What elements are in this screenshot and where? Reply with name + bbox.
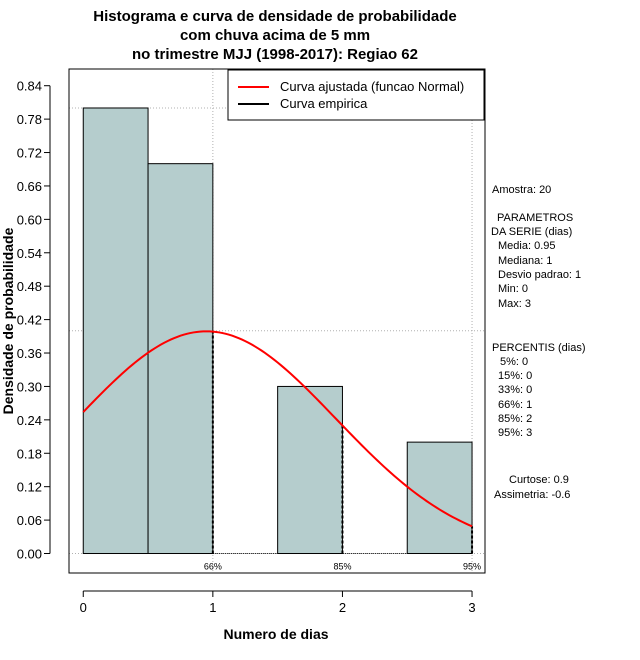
- skewness: Assimetria: -0.6: [494, 489, 570, 501]
- y-tick-label: 0.84: [17, 79, 42, 94]
- stat-desvio: Desvio padrao: 1: [498, 269, 581, 281]
- percentile-95: 95%: 3: [498, 427, 532, 439]
- y-tick-label: 0.78: [17, 112, 42, 127]
- statistics-panel: Amostra: 20 PARAMETROS DA SERIE (dias) M…: [491, 184, 586, 501]
- y-tick-label: 0.18: [17, 446, 42, 461]
- percentile-marker-label: 85%: [333, 562, 351, 572]
- histogram-bar: [406, 441, 473, 555]
- legend-box: [227, 69, 485, 121]
- histogram-bars: [82, 107, 473, 555]
- percentile-5: 5%: 0: [500, 356, 528, 368]
- histogram-bar: [277, 385, 343, 555]
- percentile-marker-label: 95%: [463, 562, 481, 572]
- plot-frame: [68, 68, 486, 574]
- y-tick-label: 0.54: [17, 246, 42, 261]
- params-subheader: DA SERIE (dias): [491, 226, 572, 238]
- percentile-marker-label: 66%: [204, 562, 222, 572]
- y-tick-label: 0.42: [17, 313, 42, 328]
- fitted-normal-curve: [82, 330, 473, 528]
- x-tick-label: 2: [339, 600, 346, 615]
- y-tick-label: 0.12: [17, 480, 42, 495]
- fitted-curve: [82, 330, 473, 528]
- x-tick-label: 3: [468, 600, 475, 615]
- chart-title-line-1: Histograma e curva de densidade de proba…: [93, 8, 456, 25]
- legend-empirical-label: Curva empirica: [280, 96, 368, 111]
- y-tick-label: 0.66: [17, 179, 42, 194]
- y-tick-label: 0.30: [17, 379, 42, 394]
- axes: 0.00 0.06 0.12 0.18 0.24 0.30 0.36 0.42 0.48 0.54…: [17, 79, 476, 615]
- percentis-header: PERCENTIS (dias): [492, 342, 586, 354]
- stat-media: Media: 0.95: [498, 240, 555, 252]
- legend: Curva ajustada (funcao Normal) Curva emp…: [227, 69, 485, 121]
- x-tick-label: 0: [80, 600, 87, 615]
- y-tick-label: 0.00: [17, 547, 42, 562]
- y-tick-label: 0.72: [17, 146, 42, 161]
- stat-min: Min: 0: [498, 283, 528, 295]
- params-header: PARAMETROS: [497, 212, 573, 224]
- percentile-66: 66%: 1: [498, 399, 532, 411]
- y-tick-label: 0.06: [17, 513, 42, 528]
- chart-title-line-2: com chuva acima de 5 mm: [180, 27, 370, 44]
- histogram-bar: [82, 107, 149, 555]
- percentile-markers: 66% 85% 95%: [204, 331, 481, 572]
- x-tick-label: 1: [209, 600, 216, 615]
- x-axis-title: Numero de dias: [223, 626, 328, 642]
- kurtosis: Curtose: 0.9: [509, 474, 569, 486]
- stat-max: Max: 3: [498, 298, 531, 310]
- sample-size: Amostra: 20: [492, 184, 551, 196]
- chart-title-line-3: no trimestre MJJ (1998-2017): Regiao 62: [132, 46, 418, 63]
- histogram-bar: [147, 163, 214, 555]
- stat-mediana: Mediana: 1: [498, 255, 552, 267]
- percentile-85: 85%: 2: [498, 413, 532, 425]
- y-tick-label: 0.48: [17, 279, 42, 294]
- y-axis-title: Densidade de probabilidade: [0, 227, 16, 414]
- y-tick-label: 0.60: [17, 212, 42, 227]
- y-tick-label: 0.36: [17, 346, 42, 361]
- legend-curve-label: Curva ajustada (funcao Normal): [280, 79, 464, 94]
- y-tick-label: 0.24: [17, 413, 42, 428]
- percentile-15: 15%: 0: [498, 370, 532, 382]
- percentile-33: 33%: 0: [498, 384, 532, 396]
